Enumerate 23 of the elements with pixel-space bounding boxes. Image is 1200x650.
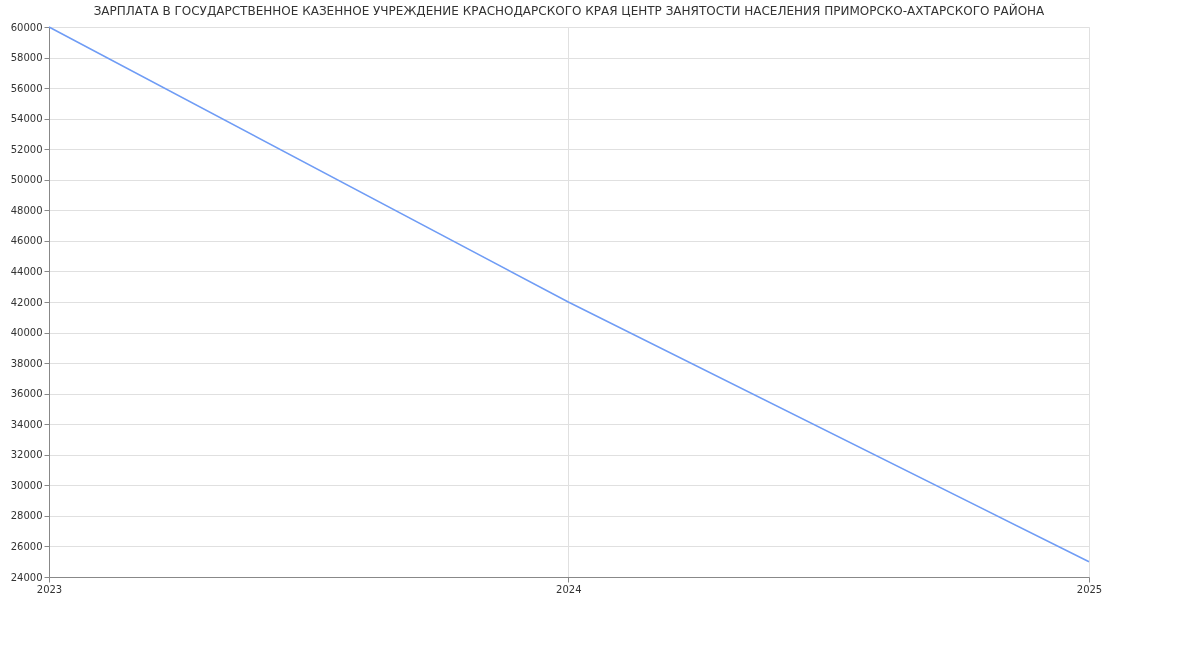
y-tick-label: 30000 [10,479,43,491]
y-tick-label: 38000 [10,357,43,369]
y-tick-label: 60000 [10,21,43,33]
y-tick-label: 24000 [10,571,43,583]
y-tick-label: 48000 [10,204,43,216]
y-tick-label: 36000 [10,388,43,400]
y-tick-label: 32000 [10,449,43,461]
y-tick-label: 52000 [10,143,43,155]
y-tick-label: 42000 [10,296,43,308]
y-tick-label: 56000 [10,82,43,94]
y-tick-label: 34000 [10,418,43,430]
y-tick-label: 28000 [10,510,43,522]
y-tick-label: 40000 [10,327,43,339]
y-tick-label: 26000 [10,540,43,552]
chart-title: ЗАРПЛАТА В ГОСУДАРСТВЕННОЕ КАЗЕННОЕ УЧРЕЖДЕНИЕ КРАСНОДАРСКОГО КРАЯ ЦЕНТР ЗАНЯТОСТИ НАСЕЛЕНИЯ ПРИМОРСКО-АХТАРСКОГО РАЙОНА [93,3,1046,18]
x-tick-label: 2024 [556,583,582,595]
x-tick-label: 2023 [36,583,63,595]
y-tick-label: 50000 [10,174,43,186]
y-tick-label: 44000 [10,265,43,277]
x-tick-label: 2025 [1076,583,1103,595]
y-tick-label: 58000 [10,52,43,64]
y-tick-label: 46000 [10,235,43,247]
y-tick-label: 54000 [10,113,43,125]
